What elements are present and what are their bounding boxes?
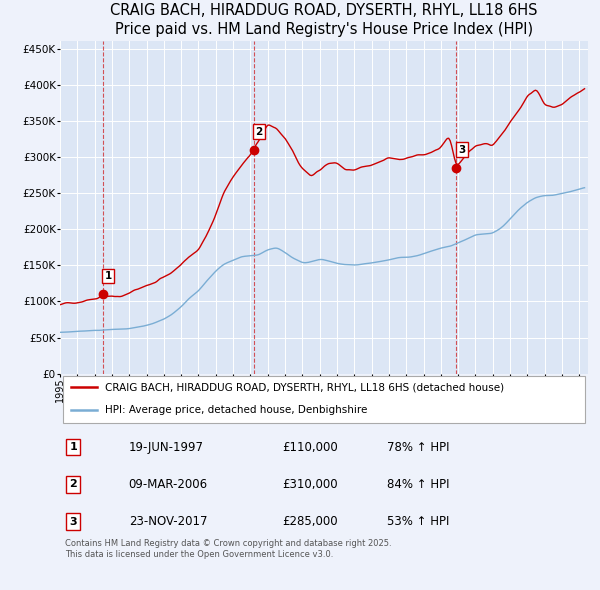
Text: £310,000: £310,000 (282, 478, 337, 491)
Text: 78% ↑ HPI: 78% ↑ HPI (388, 441, 450, 454)
Text: 2: 2 (70, 480, 77, 490)
Text: 23-NOV-2017: 23-NOV-2017 (128, 515, 207, 528)
Text: CRAIG BACH, HIRADDUG ROAD, DYSERTH, RHYL, LL18 6HS (detached house): CRAIG BACH, HIRADDUG ROAD, DYSERTH, RHYL… (105, 382, 504, 392)
Text: £285,000: £285,000 (282, 515, 337, 528)
Text: £110,000: £110,000 (282, 441, 338, 454)
Text: 3: 3 (458, 145, 465, 155)
Text: 3: 3 (70, 516, 77, 526)
Text: HPI: Average price, detached house, Denbighshire: HPI: Average price, detached house, Denb… (105, 405, 367, 415)
Text: 19-JUN-1997: 19-JUN-1997 (128, 441, 203, 454)
Text: 53% ↑ HPI: 53% ↑ HPI (388, 515, 450, 528)
Text: Contains HM Land Registry data © Crown copyright and database right 2025.
This d: Contains HM Land Registry data © Crown c… (65, 539, 392, 559)
Text: 84% ↑ HPI: 84% ↑ HPI (388, 478, 450, 491)
Text: 2: 2 (255, 127, 263, 137)
FancyBboxPatch shape (62, 376, 586, 423)
Title: CRAIG BACH, HIRADDUG ROAD, DYSERTH, RHYL, LL18 6HS
Price paid vs. HM Land Regist: CRAIG BACH, HIRADDUG ROAD, DYSERTH, RHYL… (110, 2, 538, 37)
Text: 1: 1 (70, 442, 77, 453)
Text: 1: 1 (104, 271, 112, 281)
Text: 09-MAR-2006: 09-MAR-2006 (128, 478, 208, 491)
